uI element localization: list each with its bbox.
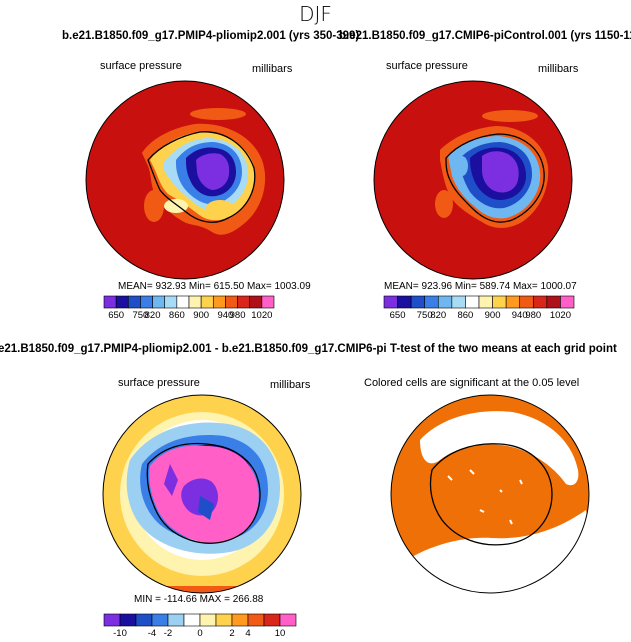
panel-title-pmip4: b.e21.B1850.f09_g17.PMIP4-pliomip2.001 (… [62,30,360,42]
colorbar-cmip6-swatch [532,295,548,309]
map-panel-pmip4 [86,81,284,279]
colorbar-difference-swatch [279,613,297,627]
panel-title-difference: e21.B1850.f09_g17.PMIP4-pliomip2.001 - b… [0,343,450,355]
colorbar-pmip4-tick-label: 860 [168,310,185,321]
units-label-cmip6: millibars [538,63,579,75]
colorbar-cmip6-tick-label: 900 [484,310,501,321]
colorbar-difference-tick-label: 4 [245,628,251,639]
colorbar-pmip4-tick-label: 980 [229,310,246,321]
colorbar-cmip6-tick-label: 750 [416,310,433,321]
colorbar-difference-tick-label: -10 [113,628,127,639]
colorbar-difference-swatch [103,613,121,627]
colorbar-pmip4-swatch [249,295,263,309]
variable-label-pmip4: surface pressure [100,60,182,72]
map-border-difference [102,394,302,594]
colorbar-difference-swatch [199,613,217,627]
colorbar-cmip6-swatch [397,295,412,309]
variable-label-difference: surface pressure [118,377,200,389]
colorbar-cmip6-swatch [437,295,453,309]
colorbar-pmip4-tick-label: 820 [144,310,161,321]
colorbar-cmip6-swatch [478,295,493,309]
colorbar-cmip6-swatch [451,295,466,309]
colorbar-pmip4-swatch [164,295,178,309]
colorbar-pmip4-swatch [200,295,214,309]
colorbar-cmip6-tick-label: 860 [457,310,474,321]
colorbar-pmip4-swatch [115,295,129,309]
colorbar-difference-swatch [215,613,233,627]
colorbar-pmip4-swatch [261,295,275,309]
colorbar-difference-swatch [119,613,137,627]
colorbar-pmip4-tick-label: 650 [108,310,125,321]
map-border-cmip6 [373,80,573,280]
units-label-difference: millibars [270,379,311,391]
colorbar-difference [103,613,297,627]
colorbar-pmip4-tick-label: 900 [193,310,210,321]
colorbar-cmip6 [383,295,575,309]
colorbar-pmip4-swatch [152,295,166,309]
colorbar-difference-swatch [151,613,169,627]
map-border-pmip4 [85,80,285,280]
units-label-pmip4: millibars [252,63,293,75]
colorbar-cmip6-swatch [505,295,521,309]
colorbar-pmip4-swatch [140,295,153,309]
significance-annotation: Colored cells are significant at the 0.0… [364,377,580,389]
map-panel-cmip6 [374,81,572,279]
colorbar-cmip6-swatch [546,295,561,309]
colorbar-pmip4-swatch [127,295,141,309]
panel-title-cmip6: b.e21.B1850.f09_g17.CMIP6-piControl.001 … [339,30,631,42]
colorbar-difference-swatch [167,613,185,627]
colorbar-difference-swatch [231,613,249,627]
colorbar-cmip6-swatch [492,295,507,309]
colorbar-cmip6-tick-label: 650 [389,310,406,321]
colorbar-pmip4-swatch [237,295,251,309]
stats-pmip4: MEAN= 932.93 Min= 615.50 Max= 1003.09 [118,281,311,292]
colorbar-cmip6-tick-label: 1020 [549,310,571,321]
map-border-ttest [390,394,590,594]
colorbar-cmip6-swatch [383,295,398,309]
colorbar-cmip6-swatch [410,295,426,309]
colorbar-cmip6-tick-label: 820 [430,310,447,321]
colorbar-cmip6-swatch [560,295,575,309]
colorbar-cmip6-swatch [519,295,534,309]
colorbar-difference-swatch [135,613,153,627]
colorbar-difference-tick-label: -4 [147,628,157,639]
colorbar-pmip4-tick-label: 1020 [251,310,273,321]
colorbar-difference-swatch [183,613,201,627]
colorbar-difference-swatch [247,613,265,627]
map-panel-ttest [391,395,589,593]
colorbar-cmip6-swatch [465,295,480,309]
colorbar-difference-tick-label: 10 [274,628,286,639]
colorbar-difference-tick-label: 2 [229,628,235,639]
colorbar-pmip4-swatch [176,295,190,309]
colorbar-difference-swatch [263,613,281,627]
colorbar-pmip4 [103,295,275,309]
variable-label-cmip6: surface pressure [386,60,468,72]
colorbar-pmip4-swatch [225,295,238,309]
figure-suptitle: DJF [299,2,332,26]
colorbar-pmip4-swatch [188,295,202,309]
colorbar-pmip4-swatch [103,295,117,309]
colorbar-difference-tick-label: 0 [197,628,203,639]
colorbar-difference-tick-label: -2 [163,628,173,639]
colorbar-cmip6-tick-label: 980 [525,310,542,321]
colorbar-pmip4-swatch [212,295,226,309]
panel-title-ttest: T-test of the two means at each grid poi… [387,343,617,355]
stats-cmip6: MEAN= 923.96 Min= 589.74 Max= 1000.07 [384,281,577,292]
map-panel-difference [103,395,301,593]
colorbar-pmip4-tick-label: 940 [217,310,234,321]
stats-difference: MIN = -114.66 MAX = 266.88 [134,594,264,605]
colorbar-pmip4-tick-label: 750 [132,310,149,321]
colorbar-cmip6-tick-label: 940 [511,310,528,321]
colorbar-cmip6-swatch [424,295,439,309]
